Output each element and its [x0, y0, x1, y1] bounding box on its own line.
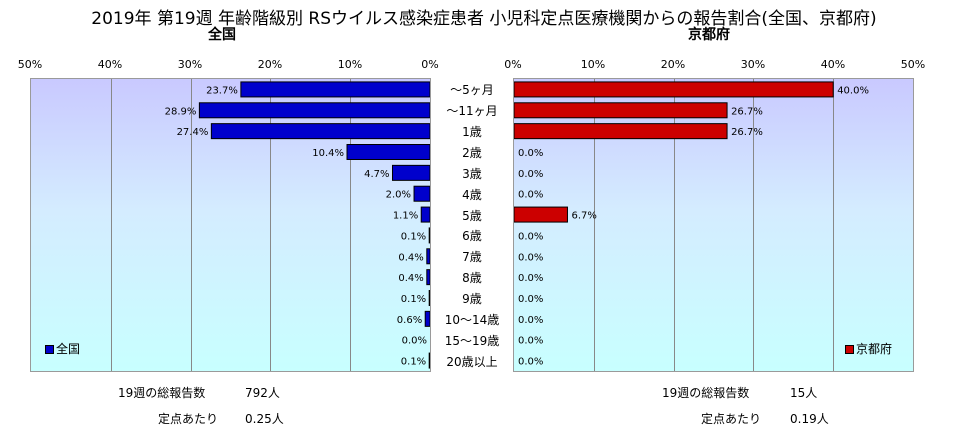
category-label: 15～19歳 [444, 333, 500, 348]
kyoto-legend: 京都府 [845, 340, 892, 357]
national-data-label: 27.4% [177, 127, 209, 138]
kyoto-data-label: 26.7% [731, 106, 763, 117]
national-bar [428, 352, 430, 369]
national-tick-label: 10% [337, 58, 363, 71]
category-label: 2歳 [462, 146, 482, 160]
national-data-label: 23.7% [206, 85, 238, 96]
kyoto-bar [514, 81, 834, 98]
category-label: 9歳 [462, 292, 482, 306]
national-tick-label: 50% [17, 58, 43, 71]
kyoto-tick-label: 20% [660, 58, 686, 71]
kyoto-total-label: 19週の総報告数 [662, 386, 750, 400]
kyoto-tick-label: 0% [504, 58, 522, 71]
national-bar [426, 248, 430, 265]
category-label: 1歳 [462, 125, 482, 140]
kyoto-data-label: 40.0% [837, 85, 869, 96]
kyoto-per-label: 定点あたり [701, 412, 762, 426]
national-data-label: 4.7% [364, 169, 389, 180]
national-data-label: 28.9% [165, 106, 197, 117]
category-label: 10～14歳 [444, 312, 500, 327]
national-data-label: 0.1% [401, 231, 426, 242]
kyoto-data-label: 0.0% [518, 273, 543, 284]
kyoto-tick-label: 50% [900, 58, 926, 71]
kyoto-bar [514, 206, 568, 223]
kyoto-data-label: 0.0% [518, 231, 543, 242]
national-bar [420, 206, 430, 223]
national-legend-label: 全国 [56, 342, 81, 356]
category-label: ～5ヶ月 [450, 83, 494, 98]
kyoto-data-label: 0.0% [518, 336, 543, 347]
national-chart-svg: 23.7% 28.9% 27.4% 10.4% 4.7% 2.0% 1.1% 0.1% 0.4%… [111, 79, 430, 371]
national-tick-label: 40% [97, 58, 123, 71]
kyoto-data-label: 0.0% [518, 148, 543, 159]
national-plot-area: 23.7% 28.9% 27.4% 10.4% 4.7% 2.0% 1.1% 0.1% 0.4%… [30, 78, 431, 372]
chart-title: 2019年 第19週 年齢階級別 RSウイルス感染症患者 小児科定点医療機関から… [91, 9, 877, 29]
national-bar [428, 227, 430, 244]
national-subtitle: 全国 [208, 27, 236, 43]
national-bar [198, 102, 430, 119]
kyoto-bar [514, 123, 728, 140]
national-bar [424, 310, 430, 327]
kyoto-tick-label: 10% [580, 58, 606, 71]
national-bar [426, 269, 430, 286]
national-per-value: 0.25人 [245, 412, 284, 426]
national-per-label: 定点あたり [158, 412, 219, 426]
category-label: 3歳 [462, 166, 482, 181]
national-tick-label: 20% [257, 58, 283, 71]
national-bar [391, 164, 430, 181]
national-data-label: 0.1% [401, 294, 426, 305]
national-bar [210, 123, 430, 140]
national-data-label: 0.6% [397, 315, 422, 326]
category-label: 20歳以上 [446, 354, 498, 369]
national-tick-label: 30% [177, 58, 203, 71]
kyoto-tick-label: 30% [740, 58, 766, 71]
kyoto-bar [514, 102, 728, 119]
national-legend: 全国 [45, 340, 80, 357]
national-bar [413, 185, 430, 202]
national-bar [346, 144, 430, 160]
category-label: 6歳 [462, 229, 482, 244]
national-bar [428, 290, 430, 306]
national-legend-swatch [45, 345, 54, 354]
category-label: 8歳 [462, 271, 482, 286]
kyoto-legend-label: 京都府 [856, 342, 893, 356]
national-data-label: 0.1% [401, 357, 426, 368]
kyoto-data-label: 0.0% [518, 357, 543, 368]
kyoto-per-value: 0.19人 [790, 412, 829, 426]
national-data-label: 0.4% [398, 252, 423, 263]
national-total-label: 19週の総報告数 [118, 386, 206, 400]
national-data-label: 1.1% [393, 211, 418, 222]
national-tick-label: 0% [421, 58, 439, 71]
kyoto-plot-area: 40.0% 26.7% 26.7% 0.0% 0.0% 0.0% 6.7% 0.0% 0.0% 0… [513, 78, 914, 372]
kyoto-subtitle: 京都府 [688, 27, 730, 43]
national-total-value: 792人 [245, 386, 280, 400]
category-label: 4歳 [462, 187, 482, 202]
category-label: 5歳 [462, 208, 482, 223]
national-data-label: 0.4% [398, 273, 423, 284]
category-label: ～11ヶ月 [446, 104, 498, 119]
kyoto-chart-svg: 40.0% 26.7% 26.7% 0.0% 0.0% 0.0% 6.7% 0.0% 0.0% 0… [514, 79, 869, 371]
kyoto-data-label: 6.7% [571, 211, 596, 222]
national-data-label: 0.0% [402, 336, 427, 347]
national-bar [240, 81, 430, 98]
national-data-label: 2.0% [386, 190, 411, 201]
kyoto-data-label: 0.0% [518, 315, 543, 326]
category-label: 7歳 [462, 250, 482, 265]
kyoto-legend-swatch [845, 345, 854, 354]
kyoto-data-label: 0.0% [518, 294, 543, 305]
kyoto-data-label: 0.0% [518, 252, 543, 263]
kyoto-data-label: 26.7% [731, 127, 763, 138]
kyoto-tick-label: 40% [820, 58, 846, 71]
kyoto-data-label: 0.0% [518, 190, 543, 201]
national-data-label: 10.4% [312, 148, 344, 159]
kyoto-total-value: 15人 [790, 386, 818, 400]
kyoto-data-label: 0.0% [518, 169, 543, 180]
